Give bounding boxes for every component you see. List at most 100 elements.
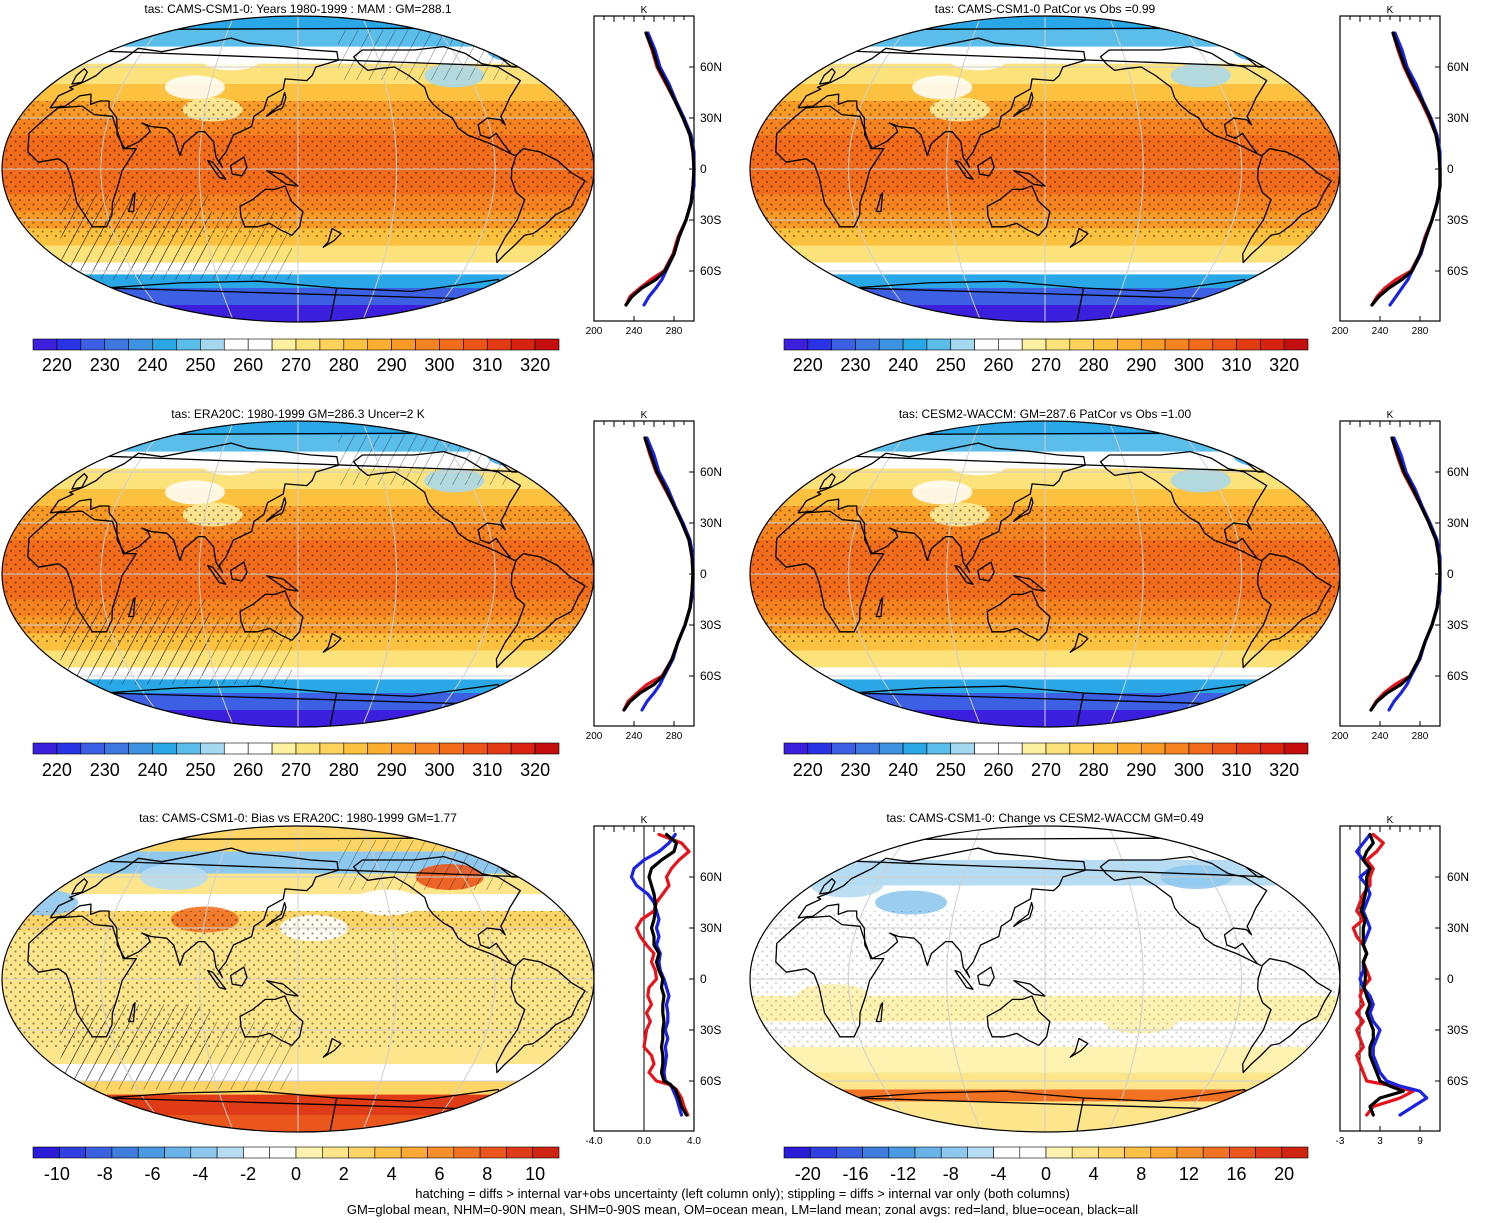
profile-ytick-label: 60N (700, 870, 722, 884)
coastline-borneo (977, 156, 995, 177)
colorbar-swatch (1236, 338, 1261, 351)
colorbar-swatch (463, 742, 488, 755)
colorbar-label: 310 (472, 760, 502, 780)
coastline-uk (71, 68, 88, 85)
profile-ytick-label: 30N (700, 921, 722, 935)
coastline-newzealand (1069, 227, 1089, 248)
colorbar-swatch (855, 742, 880, 755)
panel-p3: tas: ERA20C: 1980-1999 GM=286.3 Uncer=2 … (1, 407, 722, 780)
map-field (750, 16, 1340, 322)
colorbar-label: 250 (936, 355, 966, 375)
colorbar-label: 220 (42, 760, 72, 780)
colorbar-swatch (319, 338, 345, 351)
colorbar-swatch (914, 1146, 942, 1159)
profile-line-land (1370, 31, 1442, 307)
colorbar-swatch (486, 338, 512, 351)
graticule-lon (361, 16, 398, 322)
coastline-japan (1013, 91, 1034, 117)
colorbar-label: 0 (1041, 1164, 1051, 1184)
profile-xtick-label: 240 (1372, 731, 1389, 742)
graticule-lon (946, 421, 982, 727)
profile-unit: K (641, 815, 648, 826)
coastline-americaN (1099, 45, 1268, 157)
colorbar-swatch (950, 742, 975, 755)
colorbar-swatch (1176, 1146, 1204, 1159)
coastline-sumatra (207, 969, 227, 990)
colorbar-swatch (878, 338, 904, 351)
profile-line-land (1351, 832, 1415, 1117)
anomaly-blob (810, 873, 883, 898)
profile-ytick-label: 60S (700, 1074, 721, 1088)
coastline-eurasia (49, 847, 339, 978)
colorbar-swatch (439, 742, 464, 755)
coastline-antarctica (104, 1088, 506, 1132)
colorbar-label: -6 (145, 1164, 161, 1184)
colorbar-swatch (1283, 742, 1309, 755)
coastline-americaS (1242, 552, 1332, 669)
colorbar-swatch (783, 338, 809, 351)
coastline-africa (775, 105, 885, 228)
coastline-antarctica (104, 683, 506, 727)
colorbar-label: 230 (90, 355, 120, 375)
colorbar-swatch (111, 1146, 139, 1159)
profile-xtick-label: 240 (626, 731, 643, 742)
coastline-australia (239, 995, 304, 1046)
colorbar-label: 2 (339, 1164, 349, 1184)
colorbar-swatch (391, 742, 416, 755)
colorbar-swatch (319, 742, 345, 755)
zonal-profile: K 200 240 280 60N 30N 0 30S 60S (586, 5, 722, 337)
colorbar-swatch (1283, 338, 1309, 351)
colorbar-swatch (439, 338, 464, 351)
colorbar-label: 10 (525, 1164, 545, 1184)
coastline-antarctica (104, 278, 506, 322)
coastline-sumatra (954, 159, 974, 180)
colorbar-label: 300 (424, 355, 454, 375)
colorbar-swatch (200, 742, 225, 755)
colorbar-swatch (367, 338, 392, 351)
colorbar-label: 240 (138, 355, 168, 375)
colorbar-label: 240 (138, 760, 168, 780)
colorbar-label: 270 (1031, 760, 1061, 780)
colorbar-swatch (80, 338, 106, 351)
profile-line-all (622, 436, 695, 712)
colorbar-label: -16 (842, 1164, 868, 1184)
zonal-profile: K 200 240 280 60N 30N 0 30S 60S (1332, 410, 1469, 742)
coastline-newguinea (266, 980, 299, 997)
coastline-madagascar (128, 192, 136, 213)
graticule-lon (425, 16, 496, 322)
coastline-africa (27, 915, 137, 1038)
coastline-borneo (229, 966, 248, 987)
profile-xtick-label: 200 (586, 326, 603, 337)
colorbar-swatch (1140, 338, 1166, 351)
profile-ytick-label: 60S (1447, 264, 1468, 278)
colorbar-swatch (32, 742, 58, 755)
profile-ytick-label: 30S (1447, 213, 1468, 227)
coastline-americaS (495, 552, 586, 669)
colorbar-swatch (510, 338, 536, 351)
profile-ytick-label: 30S (700, 1023, 721, 1037)
colorbar-swatch (1260, 338, 1285, 351)
panel-p1: tas: CAMS-CSM1-0: Years 1980-1999 : MAM … (1, 2, 722, 375)
colorbar-swatch (940, 1146, 968, 1159)
colorbar-swatch (1019, 1146, 1047, 1159)
colorbar-swatch (1069, 742, 1094, 755)
map-field (2, 16, 594, 322)
colorbar-label: 250 (185, 760, 215, 780)
colorbar-swatch (343, 742, 369, 755)
coastline-australia (986, 590, 1051, 641)
profile-xtick-label: 200 (586, 731, 603, 742)
profile-unit: K (1387, 815, 1394, 826)
coastline-uk (819, 473, 836, 490)
colorbar-label: 220 (793, 355, 823, 375)
zonal-profile: K 200 240 280 60N 30N 0 30S 60S (586, 410, 722, 742)
graticule-lon (847, 826, 918, 1132)
coastline-americaN (353, 855, 521, 967)
coastline-madagascar (875, 192, 884, 213)
profile-ytick-label: 0 (700, 162, 707, 176)
anomaly-blob (164, 75, 225, 100)
colorbar-swatch (243, 1146, 270, 1159)
coastline-madagascar (128, 1002, 136, 1023)
colorbar-label: 230 (840, 760, 870, 780)
colorbar-label: 300 (1174, 355, 1204, 375)
